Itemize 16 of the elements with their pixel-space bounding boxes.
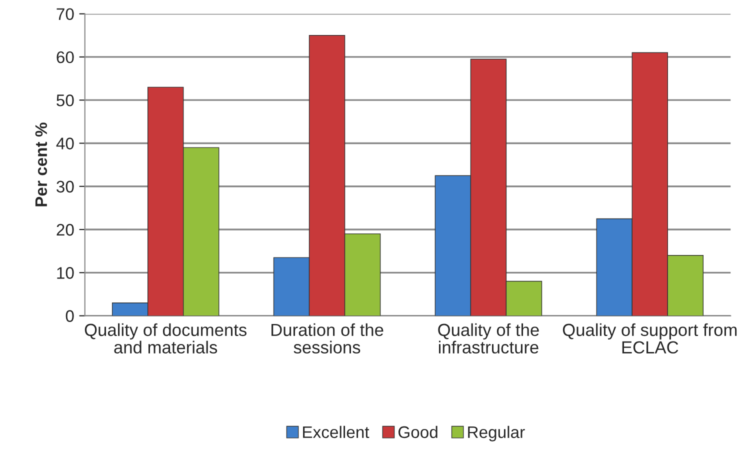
y-tick-label: 40 <box>56 138 74 150</box>
y-tick-label: 10 <box>57 267 74 279</box>
y-tick-label: 0 <box>66 310 74 322</box>
x-tick-label: Duration of the sessions <box>272 323 384 354</box>
y-tick-label: 70 <box>56 8 74 20</box>
legend-label: Excellent <box>303 426 370 438</box>
legend-label: Regular <box>468 426 525 442</box>
x-tick-label: Quality of the infrastructure <box>438 323 539 354</box>
y-tick-label: 30 <box>56 180 74 193</box>
x-tick-label: Quality of support from ECLAC <box>562 323 737 354</box>
y-tick-label: 60 <box>56 51 74 64</box>
y-tick-label: 20 <box>56 224 74 236</box>
y-axis-title: Per cent % <box>35 122 48 206</box>
x-tick-label: Quality of documents and materials <box>84 323 247 354</box>
y-tick-label: 50 <box>56 94 74 106</box>
legend-label: Good <box>398 426 438 438</box>
